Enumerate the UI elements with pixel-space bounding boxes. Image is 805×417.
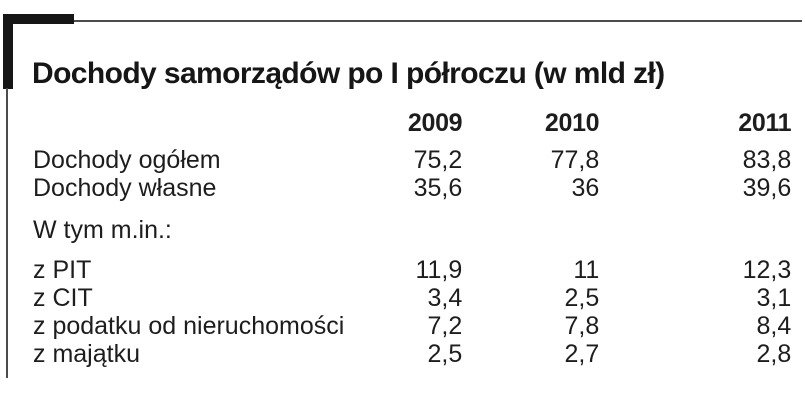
year-header-2011: 2011 [738,109,792,137]
cell-value [462,202,599,244]
table-row: Dochody ogółem 75,2 77,8 83,8 [33,137,791,174]
row-label: z podatku od nieruchomości [33,312,345,340]
cell-value: 8,4 [756,312,792,340]
corner-bracket-horizontal [3,14,74,24]
cell-value: 39,6 [742,174,792,202]
cell-value: 7,2 [427,312,463,340]
row-label: Dochody ogółem [33,146,221,174]
cell-value: 2,5 [564,284,600,312]
year-header-2010: 2010 [544,109,600,137]
cell-value: 12,3 [742,256,792,284]
table-row: z majątku 2,5 2,7 2,8 [33,340,791,368]
table-row: z PIT 11,9 11 12,3 [33,244,791,284]
cell-value: 2,7 [564,340,600,368]
table-header-row: 2009 2010 2011 [33,109,792,137]
year-header-2009: 2009 [407,109,463,137]
cell-value [344,202,462,244]
cell-value: 36 [571,174,600,202]
data-table: 2009 2010 2011 Dochody ogółem 75,2 77,8 … [33,109,792,368]
section-label: W tym m.in.: [33,216,172,244]
chart-title: Dochody samorządów po I półroczu (w mld … [32,57,665,90]
table-row: Dochody własne 35,6 36 39,6 [33,174,791,202]
cell-value: 2,8 [756,340,792,368]
cell-value: 3,4 [427,284,463,312]
empty-header-cell [33,109,344,137]
table-row: z podatku od nieruchomości 7,2 7,8 8,4 [33,312,791,340]
table-row: z CIT 3,4 2,5 3,1 [33,284,791,312]
cell-value: 11,9 [415,256,463,284]
row-label: z CIT [33,284,93,312]
row-label: z majątku [33,340,140,368]
cell-value: 7,8 [564,312,600,340]
cell-value: 75,2 [413,146,463,174]
cell-value [599,202,791,244]
table-section-row: W tym m.in.: [33,202,791,244]
cell-value: 83,8 [742,146,792,174]
top-rule [72,20,802,22]
cell-value: 35,6 [413,174,463,202]
corner-bracket-vertical [3,14,13,89]
cell-value: 11 [573,256,600,284]
row-label: Dochody własne [33,174,217,202]
left-rule [6,88,8,378]
row-label: z PIT [33,256,92,284]
cell-value: 3,1 [756,284,792,312]
cell-value: 2,5 [427,340,463,368]
cell-value: 77,8 [550,146,600,174]
